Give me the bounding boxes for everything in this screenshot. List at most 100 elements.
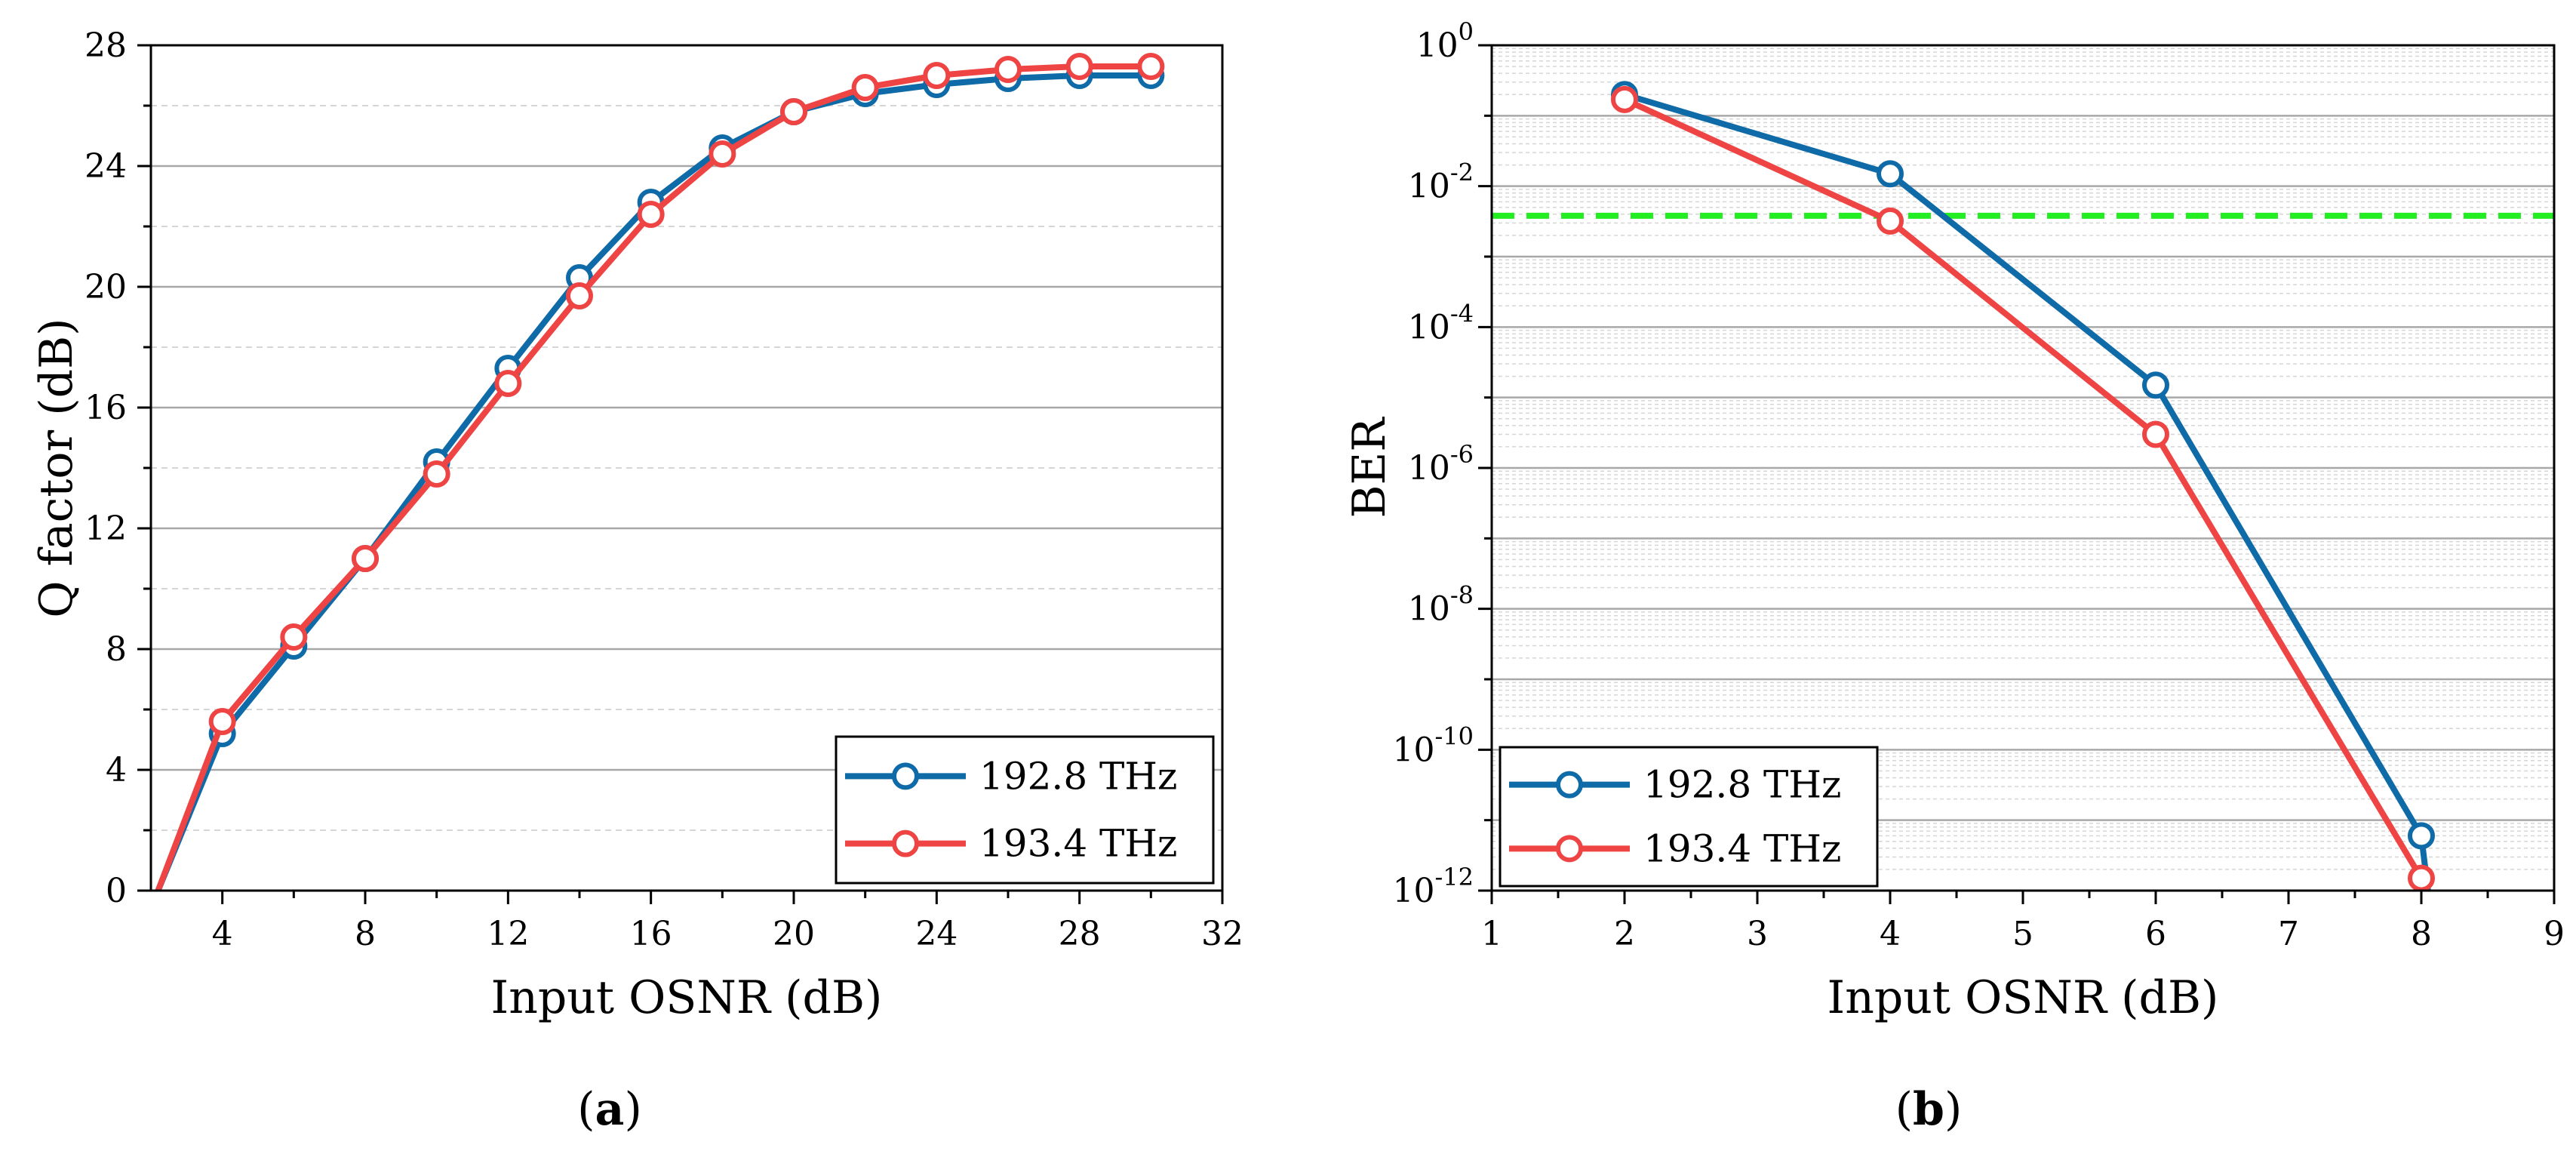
chart-a-ticks: 4 8 12 16 20 24 28 32 0 4 8 12 16 20 24 28 xyxy=(85,26,1243,953)
chart-a-legend: 192.8 THz 193.4 THz xyxy=(835,735,1215,885)
chart-b-x-tick-label: 9 xyxy=(2544,915,2565,953)
chart-a-series xyxy=(155,53,1165,892)
chart-b-y-tick-label: 10-4 xyxy=(1408,299,1474,346)
chart-b-y-tick-label: 10-12 xyxy=(1392,863,1474,910)
chart-b-y-tick-label: 10-2 xyxy=(1408,158,1474,206)
chart-a-series-1-point xyxy=(1065,53,1093,80)
chart-a-legend-marker-0 xyxy=(892,762,919,790)
chart-a: 4 8 12 16 20 24 28 32 0 4 8 12 16 20 24 28 Input OSNR (… xyxy=(30,26,1243,1136)
chart-b-x-tick-label: 1 xyxy=(1481,915,1502,953)
chart-b-legend: 192.8 THz 193.4 THz xyxy=(1499,746,1879,888)
chart-b-y-tick-label: 10-6 xyxy=(1408,440,1474,488)
chart-a-grid xyxy=(151,105,1222,831)
chart-b-series-1-point xyxy=(2408,864,2435,892)
chart-b-y-tick-exponent: -8 xyxy=(1450,581,1474,610)
chart-a-series-1-point xyxy=(851,74,879,101)
chart-a-series-1-point xyxy=(637,201,665,228)
chart-a-y-tick-label: 0 xyxy=(106,872,127,910)
chart-b-x-tick-label: 8 xyxy=(2411,915,2432,953)
chart-b-y-tick-base: 10 xyxy=(1392,872,1434,910)
chart-b-y-tick-base: 10 xyxy=(1408,449,1450,488)
chart-b-x-axis-title: Input OSNR (dB) xyxy=(1827,971,2219,1024)
chart-b-grid xyxy=(1492,48,2554,870)
chart-b-y-tick-base: 10 xyxy=(1408,590,1450,629)
chart-b-x-tick-label: 7 xyxy=(2278,915,2299,953)
chart-b-x-tick-label: 5 xyxy=(2012,915,2033,953)
chart-b-y-axis-title: BER xyxy=(1343,417,1396,519)
panel-label-b-open: ( xyxy=(1895,1083,1913,1136)
chart-b-series xyxy=(1611,81,2435,892)
chart-a-series-1-point xyxy=(923,62,951,89)
chart-b-legend-marker-1 xyxy=(1556,835,1583,863)
chart-a-y-tick-label: 20 xyxy=(85,268,127,306)
chart-a-x-tick-label: 24 xyxy=(915,915,958,953)
chart-a-legend-marker-1 xyxy=(892,829,919,857)
chart-b-y-tick-exponent: -6 xyxy=(1450,440,1474,469)
chart-b-series-1-point xyxy=(1877,207,1904,235)
chart-a-y-axis-title: Q factor (dB) xyxy=(30,318,83,617)
chart-b-series-line-1 xyxy=(1623,97,2424,880)
panel-label-a-letter: a xyxy=(595,1083,625,1136)
chart-a-x-tick-label: 12 xyxy=(487,915,529,953)
chart-b-series-0-point xyxy=(1877,160,1904,188)
chart-b-y-tick-exponent: 0 xyxy=(1459,17,1474,46)
chart-a-y-tick-label: 28 xyxy=(85,26,127,65)
chart-b-x-tick-label: 4 xyxy=(1880,915,1901,953)
chart-a-x-tick-label: 4 xyxy=(212,915,233,953)
chart-b-y-tick-exponent: -2 xyxy=(1450,158,1474,187)
chart-a-y-tick-label: 24 xyxy=(85,147,127,186)
chart-b-series-1-point xyxy=(2142,420,2169,448)
chart-a-series-1-point xyxy=(994,56,1022,83)
chart-b-legend-label-0: 192.8 THz xyxy=(1643,763,1841,807)
panel-label-b: (b) xyxy=(1895,1083,1963,1136)
chart-b-y-tick-base: 10 xyxy=(1408,308,1450,346)
chart-b-series-0-point xyxy=(2142,371,2169,399)
chart-b-x-tick-label: 2 xyxy=(1614,915,1635,953)
chart-a-series-1-point xyxy=(280,623,308,651)
chart-a-series-1-point xyxy=(494,370,522,397)
chart-b-series-0-point xyxy=(2408,822,2435,850)
chart-a-x-tick-label: 32 xyxy=(1201,915,1243,953)
chart-b-y-tick-exponent: -12 xyxy=(1434,863,1474,891)
chart-a-y-tick-label: 8 xyxy=(106,630,127,669)
chart-a-y-tick-label: 4 xyxy=(106,751,127,789)
chart-a-y-tick-label: 16 xyxy=(85,389,127,427)
chart-b-series-1-point xyxy=(1611,85,1638,113)
panel-label-a-open: ( xyxy=(577,1083,595,1136)
chart-b-y-tick-exponent: -10 xyxy=(1434,722,1474,750)
chart-a-legend-label-1: 193.4 THz xyxy=(979,822,1177,866)
chart-a-x-tick-label: 16 xyxy=(630,915,672,953)
chart-a-legend-box xyxy=(835,735,1215,885)
chart-a-series-1-point xyxy=(352,545,379,572)
chart-b-legend-box xyxy=(1499,746,1879,888)
chart-b-y-tick-base: 10 xyxy=(1392,731,1434,769)
chart-a-x-tick-label: 8 xyxy=(355,915,376,953)
panel-label-a: (a) xyxy=(577,1083,642,1136)
chart-a-x-tick-label: 20 xyxy=(773,915,815,953)
chart-b-y-tick-label: 100 xyxy=(1416,17,1474,65)
chart-a-series-1-point xyxy=(208,708,236,735)
panel-label-b-close: ) xyxy=(1944,1083,1962,1136)
chart-b-y-tick-label: 10-8 xyxy=(1408,581,1474,629)
chart-b-x-tick-label: 6 xyxy=(2145,915,2166,953)
chart-b-y-tick-base: 10 xyxy=(1408,168,1450,206)
chart-a-legend-label-0: 192.8 THz xyxy=(979,754,1177,798)
chart-b-y-tick-exponent: -4 xyxy=(1450,299,1474,328)
chart-a-series-1-point xyxy=(709,140,736,168)
chart-b-x-tick-label: 3 xyxy=(1747,915,1768,953)
chart-a-x-tick-label: 28 xyxy=(1059,915,1101,953)
chart-a-series-1-point xyxy=(566,282,593,309)
chart-a-y-tick-label: 12 xyxy=(85,509,127,548)
chart-b-legend-marker-0 xyxy=(1556,771,1583,799)
panel-label-b-letter: b xyxy=(1913,1083,1944,1136)
chart-b-y-tick-label: 10-10 xyxy=(1392,722,1474,769)
chart-a-series-1-point xyxy=(423,460,450,488)
panel-label-a-close: ) xyxy=(624,1083,641,1136)
chart-b-legend-label-1: 193.4 THz xyxy=(1643,826,1841,870)
chart-b-y-tick-base: 10 xyxy=(1416,26,1459,65)
chart-a-x-axis-title: Input OSNR (dB) xyxy=(491,971,883,1024)
chart-a-series-1-point xyxy=(1137,53,1165,80)
